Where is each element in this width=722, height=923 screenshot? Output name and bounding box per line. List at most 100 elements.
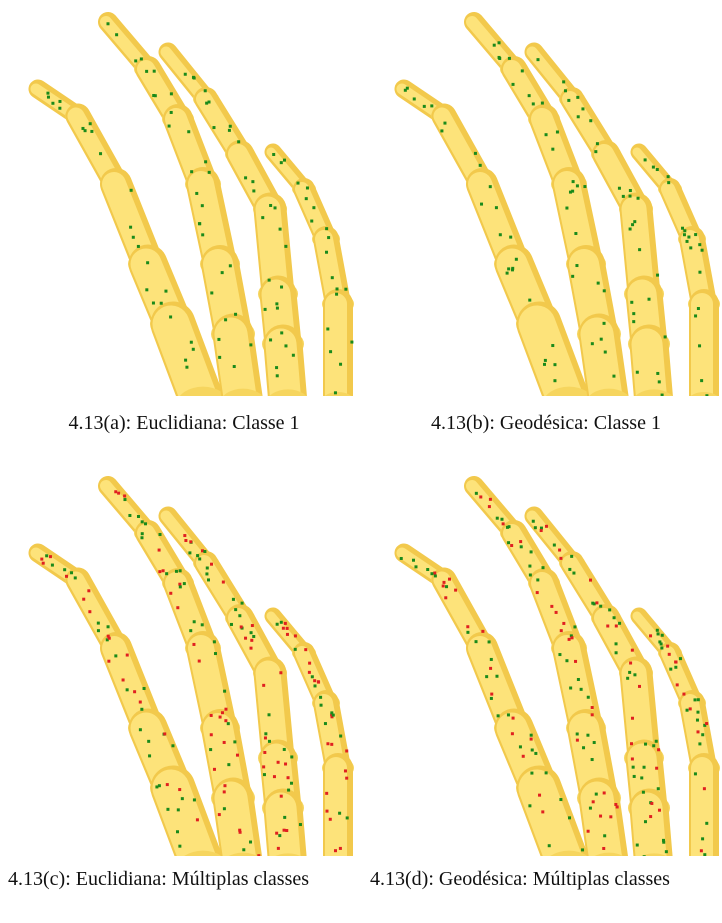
sample-point: [536, 591, 539, 594]
sample-point: [201, 204, 204, 207]
sample-point: [440, 129, 443, 132]
sample-point: [283, 159, 286, 162]
sample-point: [668, 653, 671, 656]
sample-point: [334, 849, 337, 852]
sample-point: [262, 684, 265, 687]
sample-point: [332, 714, 335, 717]
sample-point: [219, 716, 222, 719]
sample-point: [338, 812, 341, 815]
sample-point: [522, 755, 525, 758]
sample-point: [591, 713, 594, 716]
sample-point: [599, 605, 602, 608]
sample-point: [423, 105, 426, 108]
sample-point: [466, 625, 469, 628]
sample-point: [532, 102, 535, 105]
sample-point: [166, 783, 169, 786]
sample-point: [339, 847, 342, 850]
sample-point: [658, 809, 661, 812]
sample-point: [201, 233, 204, 236]
bone-highlight: [281, 344, 286, 396]
sample-point: [273, 775, 276, 778]
sample-point: [632, 766, 635, 769]
sample-point: [145, 70, 148, 73]
sample-point: [206, 567, 209, 570]
sample-point: [629, 662, 632, 665]
sample-point: [275, 366, 278, 369]
sample-point: [495, 675, 498, 678]
sample-point: [568, 816, 571, 819]
sample-point: [208, 171, 211, 174]
bone-highlight: [231, 334, 241, 396]
sample-point: [286, 633, 289, 636]
sample-point: [134, 59, 137, 62]
sample-point: [336, 287, 339, 290]
sample-point: [512, 83, 515, 86]
sample-point: [519, 540, 522, 543]
sample-point: [614, 803, 617, 806]
sample-point: [541, 810, 544, 813]
image-c: [8, 468, 360, 856]
sample-point: [694, 698, 697, 701]
sample-point: [559, 798, 562, 801]
sample-point: [188, 551, 191, 554]
sample-point: [687, 236, 690, 239]
sample-point: [698, 271, 701, 274]
sample-point: [572, 572, 575, 575]
sample-point: [314, 684, 317, 687]
sample-point: [280, 621, 283, 624]
sample-point: [280, 795, 283, 798]
sample-point: [444, 596, 447, 599]
sample-point: [488, 640, 491, 643]
sample-point: [583, 185, 586, 188]
sample-point: [528, 299, 531, 302]
sample-point: [345, 749, 348, 752]
sample-point: [697, 307, 700, 310]
sample-point: [58, 107, 61, 110]
sample-point: [534, 526, 537, 529]
page: 4.13(a): Euclidiana: Classe 1 4.13(b): G…: [0, 0, 722, 923]
sample-point: [286, 627, 289, 630]
sample-point: [577, 115, 580, 118]
sample-point: [643, 766, 646, 769]
sample-point: [674, 666, 677, 669]
sample-point: [551, 148, 554, 151]
sample-point: [426, 568, 429, 571]
sample-point: [686, 709, 689, 712]
sample-point: [221, 271, 224, 274]
sample-point: [643, 855, 646, 856]
sample-point: [633, 775, 636, 778]
sample-point: [568, 638, 571, 641]
sample-point: [638, 248, 641, 251]
sample-point: [406, 87, 409, 90]
sample-point: [203, 550, 206, 553]
sample-point: [636, 844, 639, 847]
sample-point: [313, 679, 316, 682]
sample-point: [637, 197, 640, 200]
sample-point: [443, 581, 446, 584]
sample-point: [198, 222, 201, 225]
sample-point: [325, 227, 328, 230]
sample-point: [683, 233, 686, 236]
sample-point: [682, 693, 685, 696]
sample-point: [89, 122, 92, 125]
sample-point: [122, 678, 125, 681]
sample-point: [656, 168, 659, 171]
sample-point: [169, 592, 172, 595]
sample-point: [603, 289, 606, 292]
sample-point: [664, 335, 667, 338]
sample-point: [694, 233, 697, 236]
sample-point: [493, 44, 496, 47]
sample-point: [42, 562, 45, 565]
sample-point: [123, 494, 126, 497]
sample-point: [224, 708, 227, 711]
sample-point: [480, 203, 483, 206]
sample-point: [448, 578, 451, 581]
sample-point: [686, 240, 689, 243]
sample-point: [629, 189, 632, 192]
sample-point: [697, 698, 700, 701]
sample-point: [603, 791, 606, 794]
sample-point: [154, 94, 157, 97]
sample-point: [490, 697, 493, 700]
sample-point: [657, 632, 660, 635]
sample-point: [603, 322, 606, 325]
